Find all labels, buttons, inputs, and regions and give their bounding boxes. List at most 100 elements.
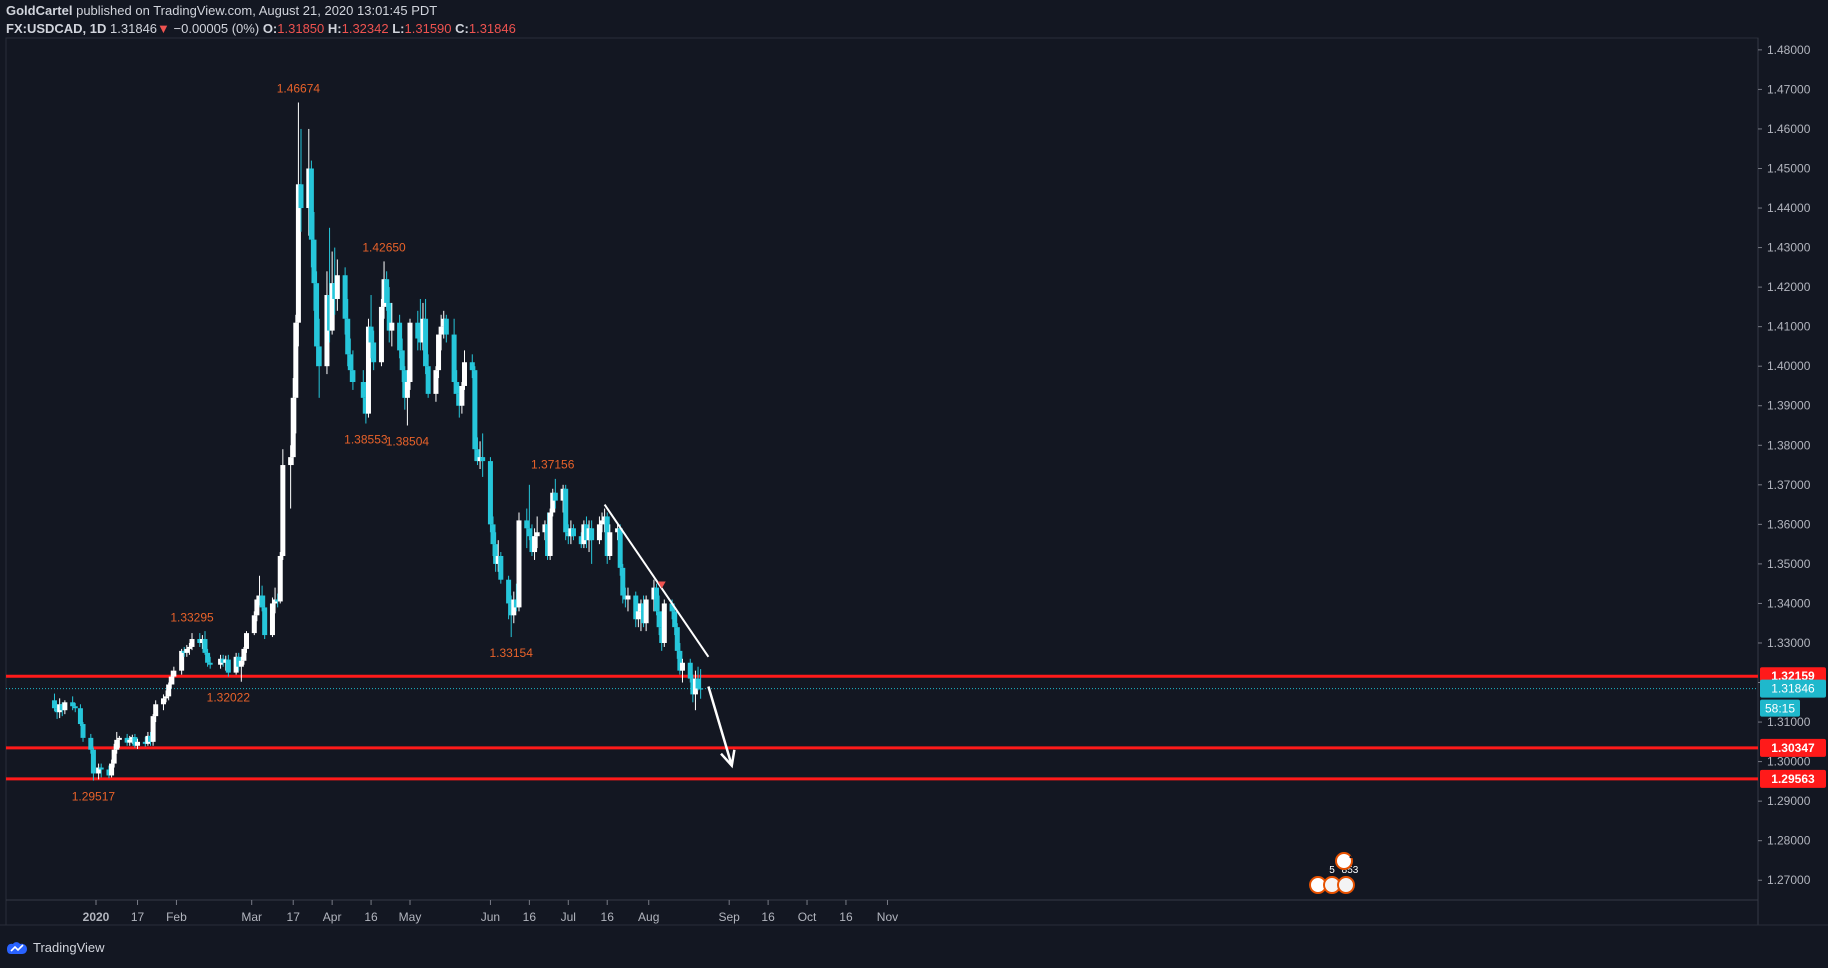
countdown-badge <box>1760 699 1800 717</box>
author-name[interactable]: GoldCartel <box>6 3 73 18</box>
candle-body <box>80 724 86 738</box>
y-tick-label: 1.30000 <box>1767 755 1811 769</box>
y-tick-label: 1.42000 <box>1767 280 1811 294</box>
candle-body <box>311 239 317 284</box>
support-level-badge <box>1760 738 1826 757</box>
candle-body <box>129 737 135 740</box>
candle-body <box>607 532 613 556</box>
y-tick-label: 1.29000 <box>1767 794 1811 808</box>
candle-body <box>114 739 120 750</box>
y-tick-label: 1.46000 <box>1767 122 1811 136</box>
candle-body <box>578 536 584 545</box>
candle-body <box>695 678 701 689</box>
candle-body <box>420 318 426 343</box>
current-price-label: 1.31846 <box>1771 682 1815 696</box>
candle-body <box>570 528 576 537</box>
candle-body <box>423 318 429 367</box>
countdown-label: 58:15 <box>1765 702 1795 716</box>
candle-body <box>461 362 467 386</box>
candle-body <box>220 658 226 663</box>
candle-body <box>184 648 190 653</box>
candle-body <box>493 544 499 564</box>
candle-body <box>77 708 83 725</box>
candle-body <box>202 639 208 653</box>
candle-body <box>269 603 275 636</box>
x-tick-label: Jun <box>481 910 500 924</box>
candle-body <box>441 318 447 327</box>
x-tick-label: 16 <box>523 910 537 924</box>
candle-body <box>98 767 104 770</box>
x-tick-label: 16 <box>761 910 775 924</box>
open-value: 1.31850 <box>277 21 325 36</box>
candle-body <box>635 611 641 620</box>
price-annotation: 1.38553 <box>344 432 388 446</box>
symbol-label[interactable]: FX:USDCAD, 1D <box>6 21 107 36</box>
candle-body <box>334 275 340 299</box>
tradingview-logo-icon[interactable] <box>6 941 28 955</box>
price-change: −0.00005 (0%) <box>173 21 260 36</box>
candle-body <box>254 599 260 616</box>
price-annotation: 1.46674 <box>277 81 321 95</box>
candle-body <box>365 326 371 414</box>
candle-body <box>596 524 602 541</box>
y-tick-label: 1.39000 <box>1767 399 1811 413</box>
candle-body <box>490 524 496 545</box>
candle-body <box>290 397 296 458</box>
y-tick-label: 1.35000 <box>1767 557 1811 571</box>
candle-body <box>205 652 211 663</box>
x-tick-label: Feb <box>166 910 187 924</box>
candle-body <box>620 567 626 596</box>
x-tick-label: Mar <box>241 910 262 924</box>
event-flag-icon <box>1335 852 1353 870</box>
candle-body <box>677 650 683 671</box>
candle-body <box>329 283 335 331</box>
price-annotation: 1.33295 <box>170 610 214 624</box>
candle-body <box>617 528 623 568</box>
candle-body <box>345 318 351 355</box>
candle-body <box>565 532 571 537</box>
candle-body <box>454 382 460 394</box>
candle-body <box>404 382 410 398</box>
current-price-badge <box>1760 679 1826 698</box>
candle-body <box>552 492 558 501</box>
candle-body <box>532 536 538 553</box>
candle-body <box>563 488 569 533</box>
candle-body <box>306 168 312 209</box>
candle-body <box>135 741 141 746</box>
y-tick-label: 1.48000 <box>1767 43 1811 57</box>
candle-body <box>599 520 605 525</box>
candle-body <box>651 587 657 600</box>
x-tick-label: 17 <box>131 910 145 924</box>
candle-body <box>397 322 403 351</box>
candle-body <box>534 532 540 537</box>
candle-body <box>586 528 592 541</box>
candle-body <box>550 492 556 513</box>
candle-body <box>661 603 667 643</box>
candle-body <box>145 735 151 744</box>
candle-body <box>298 184 304 209</box>
candle-body <box>456 393 462 406</box>
candle-body <box>589 528 595 541</box>
candle-body <box>560 488 566 501</box>
candle-body <box>547 512 553 556</box>
candle-body <box>163 696 169 699</box>
candle-body <box>166 684 172 697</box>
candle-body <box>160 698 166 705</box>
candle-body <box>225 659 231 673</box>
candle-body <box>698 688 704 690</box>
candle-body <box>498 555 504 580</box>
candle-body <box>168 676 174 685</box>
close-value: 1.31846 <box>468 21 516 36</box>
open-label: O: <box>262 21 278 36</box>
candle-body <box>124 737 130 743</box>
candle-body <box>451 334 457 383</box>
candle-body <box>438 326 444 335</box>
candle-body <box>654 587 660 612</box>
price-annotation: 1.33154 <box>490 646 534 660</box>
tradingview-brand[interactable]: TradingView <box>33 940 105 955</box>
x-tick-label: Aug <box>638 910 659 924</box>
candle-body <box>402 370 408 398</box>
x-tick-label: Sep <box>719 910 741 924</box>
candle-body <box>687 662 693 679</box>
